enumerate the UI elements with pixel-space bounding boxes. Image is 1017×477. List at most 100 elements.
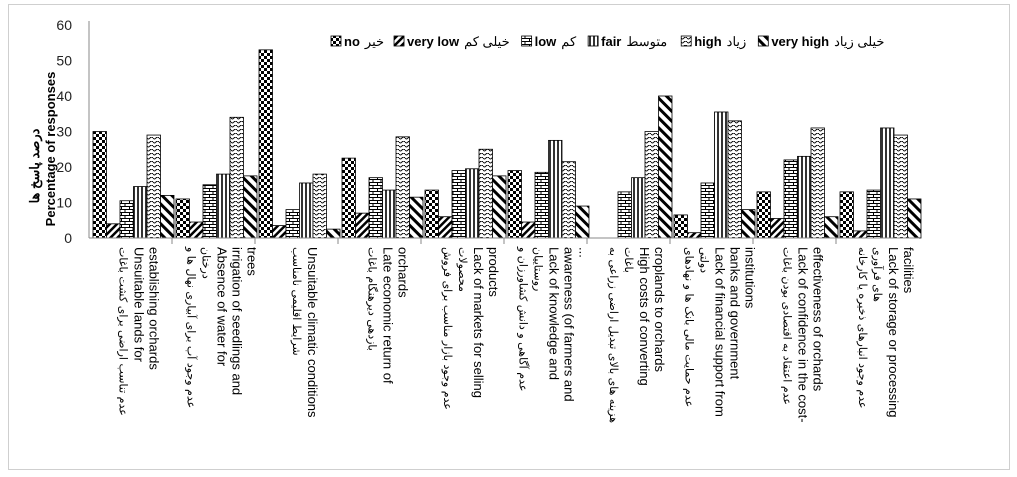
legend-swatch xyxy=(680,35,692,47)
bar-high xyxy=(644,131,659,239)
bar-very-high xyxy=(741,209,756,239)
bar-low xyxy=(119,200,134,239)
category-label-fa: هزینه های بالای تبدیل اراضی زراعی به xyxy=(607,247,620,423)
bar-fair xyxy=(714,111,729,239)
bar-very-low xyxy=(521,221,536,239)
category-label-fa: عدم اعتقاد به اقتصادی بودن باغات xyxy=(781,247,794,405)
bar-fair xyxy=(465,168,480,239)
bar-no xyxy=(341,157,356,239)
bar-very-low xyxy=(853,230,868,239)
category-label-fa: عدم وجود انبارهای ذخیره یا کارخانه xyxy=(856,247,869,408)
bar-high xyxy=(810,127,825,239)
legend-swatch xyxy=(330,35,342,47)
category-label-en: products xyxy=(486,247,501,297)
category-label-fa: باغات xyxy=(622,247,635,273)
bar-very-low xyxy=(687,232,702,239)
category-label-en: Absence of water for xyxy=(215,247,230,367)
legend-label-en: very high xyxy=(771,34,829,49)
category-label-en: Unsuitable lands for xyxy=(132,247,147,363)
category-label-en: facilities xyxy=(901,247,916,294)
category-label-en: ... xyxy=(577,247,592,258)
legend-label-fa: خیلی کم xyxy=(464,34,510,50)
legend-label-en: low xyxy=(535,34,558,49)
bars xyxy=(92,49,922,239)
category-label-fa: عدم وجود آب برای آبیاری نهال ها و xyxy=(185,246,199,408)
bar-low xyxy=(783,159,798,239)
bar-no xyxy=(258,49,273,239)
y-axis-label-fa: درصد پاسخ ها xyxy=(27,128,43,203)
category-label-fa: عدم حمایت مالی بانک ها و نهادهای xyxy=(683,247,696,407)
category-label-en: effectiveness of orchards xyxy=(811,247,826,392)
bar-very-low xyxy=(438,216,453,239)
category-label-fa: دولتی xyxy=(698,247,711,273)
y-axis-label-en: Percentage of responses xyxy=(43,72,58,227)
y-tick-label: 10 xyxy=(56,195,72,211)
y-tick-label: 40 xyxy=(56,88,72,104)
legend-swatch xyxy=(521,35,533,47)
category-label-fa: عدم تناسب اراضی برای کشت باغات xyxy=(117,247,130,416)
bar-no xyxy=(756,191,771,239)
y-tick-label: 20 xyxy=(56,159,72,175)
bar-low xyxy=(202,184,217,239)
category-label-en: banks and government xyxy=(728,247,743,380)
category-label-fa: روستاییان xyxy=(532,247,545,291)
bar-very-high xyxy=(907,198,922,239)
bar-very-low xyxy=(189,221,204,239)
bar-low xyxy=(285,209,300,239)
legend-label-fa: خیلی زیاد xyxy=(834,34,884,50)
bar-very-high xyxy=(575,205,590,239)
bar-chart: درصد پاسخ ها Percentage of responses 0 10… xyxy=(27,17,922,423)
bar-fair xyxy=(797,155,812,239)
bar-no xyxy=(424,189,439,239)
bar-fair xyxy=(299,182,314,239)
category-label-en: Lack of confidence in the cost- xyxy=(796,247,811,423)
category-label-fa: های فرآوری xyxy=(871,247,885,302)
bar-very-high xyxy=(409,196,424,239)
bar-low xyxy=(534,171,549,239)
category-label-fa: محصولات xyxy=(456,247,469,292)
axes xyxy=(88,21,919,244)
bar-very-low xyxy=(272,225,287,239)
bar-very-high xyxy=(824,216,839,239)
category-label-en: institutions xyxy=(743,247,758,309)
category-label-fa: عدم وجود بازار مناسب برای فروش xyxy=(441,247,454,410)
bar-high xyxy=(229,116,244,239)
bar-very-high xyxy=(160,194,175,239)
legend-label-fa: متوسط xyxy=(626,34,667,50)
legend-label-en: fair xyxy=(601,34,621,49)
category-label-fa: شرایط اقلیمی نامناسب xyxy=(290,247,303,356)
bar-high xyxy=(395,136,410,239)
bar-very-high xyxy=(326,228,341,239)
category-label-en: Lack of markets for selling xyxy=(471,247,486,398)
bar-fair xyxy=(880,127,895,239)
category-labels: عدم تناسب اراضی برای کشت باغات Unsuitable… xyxy=(117,246,917,423)
category-label-en: establishing orchards xyxy=(147,247,162,370)
y-tick-label: 0 xyxy=(64,230,72,246)
bar-high xyxy=(561,161,576,239)
category-label-en: High costs of converting xyxy=(637,247,652,386)
legend-swatch xyxy=(393,35,405,47)
bar-high xyxy=(312,173,327,239)
bar-no xyxy=(175,198,190,239)
bar-low xyxy=(700,182,715,239)
legend-swatch xyxy=(757,35,769,47)
bar-low xyxy=(866,189,881,239)
category-label-en: Lack of storage or processing xyxy=(886,247,901,418)
legend-label-en: very low xyxy=(407,34,460,49)
category-label-fa: عدم آگاهی و دانش کشاورزان و xyxy=(517,246,531,391)
bar-high xyxy=(478,148,493,239)
y-tick-label: 60 xyxy=(56,17,72,33)
bar-low xyxy=(368,177,383,239)
y-tick-label: 30 xyxy=(56,124,72,140)
category-label-en: orchards xyxy=(396,247,411,298)
bar-no xyxy=(839,191,854,239)
bar-very-high xyxy=(658,95,673,239)
category-label-fa: بازدهی دیرهنگام باغات xyxy=(366,247,379,351)
legend-label-fa: خیر xyxy=(364,34,384,50)
category-label-en: irrigation of seedlings and xyxy=(230,247,245,395)
category-label-en: Unsuitable climatic conditions xyxy=(305,247,320,418)
category-label-en: awareness (of farmers and xyxy=(562,247,577,402)
legend-swatch xyxy=(587,35,599,47)
bar-very-high xyxy=(492,175,507,239)
bar-high xyxy=(727,120,742,239)
